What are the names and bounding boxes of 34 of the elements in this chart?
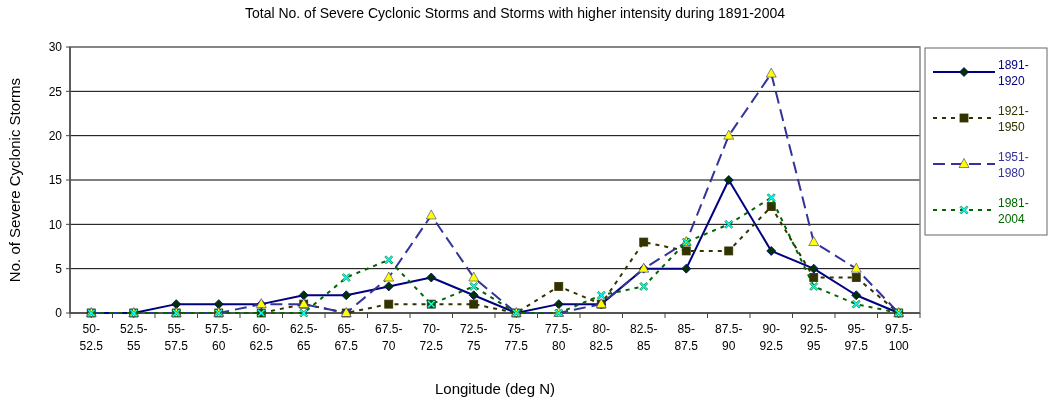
x-tick-label: 95-97.5 (844, 322, 869, 353)
x-tick-label: 55-57.5 (164, 322, 189, 353)
y-tick-label: 10 (48, 217, 63, 232)
x-tick-label: 65-67.5 (334, 322, 359, 353)
text: 1891-1920 (998, 58, 1029, 88)
chart-title: Total No. of Severe Cyclonic Storms and Storms with higher intensity during 1891-2004 (244, 5, 786, 21)
x-tick-label: 85-87.5 (674, 322, 699, 353)
x-tick-label: 87.5-90 (715, 322, 743, 353)
x-axis-title: Longitude (deg N) (434, 380, 556, 397)
y-axis-title: No. of Severe Cyclonic Storms (6, 77, 23, 283)
x-tick-label: 90-92.5 (759, 322, 784, 353)
x-tick-label: 82.5-85 (630, 322, 658, 353)
y-tick-label: 20 (48, 128, 63, 143)
x-tick-label: 70-72.5 (419, 322, 444, 353)
text: 1951-1980 (998, 150, 1029, 180)
x-tick-label: 80-82.5 (589, 322, 614, 353)
x-tick-label: 92.5-95 (800, 322, 828, 353)
text: 1921-1950 (998, 104, 1029, 134)
y-tick-label: 15 (48, 173, 63, 188)
y-tick-label: 0 (55, 306, 63, 321)
text: 1981-2004 (998, 196, 1029, 226)
x-tick-label: 72.5-75 (460, 322, 488, 353)
x-tick-label: 52.5-55 (120, 322, 148, 353)
y-tick-label: 30 (48, 40, 63, 55)
x-tick-label: 62.5-65 (290, 322, 318, 353)
y-tick-label: 5 (55, 261, 63, 276)
x-tick-label: 75-77.5 (504, 322, 529, 353)
y-tick-label: 25 (48, 84, 63, 99)
x-tick-label: 77.5-80 (545, 322, 573, 353)
x-tick-label: 60-62.5 (249, 322, 274, 353)
x-tick-label: 97.5-100 (885, 322, 913, 353)
x-tick-label: 67.5-70 (375, 322, 403, 353)
x-tick-label: 57.5-60 (205, 322, 233, 353)
x-tick-label: 50-52.5 (79, 322, 104, 353)
